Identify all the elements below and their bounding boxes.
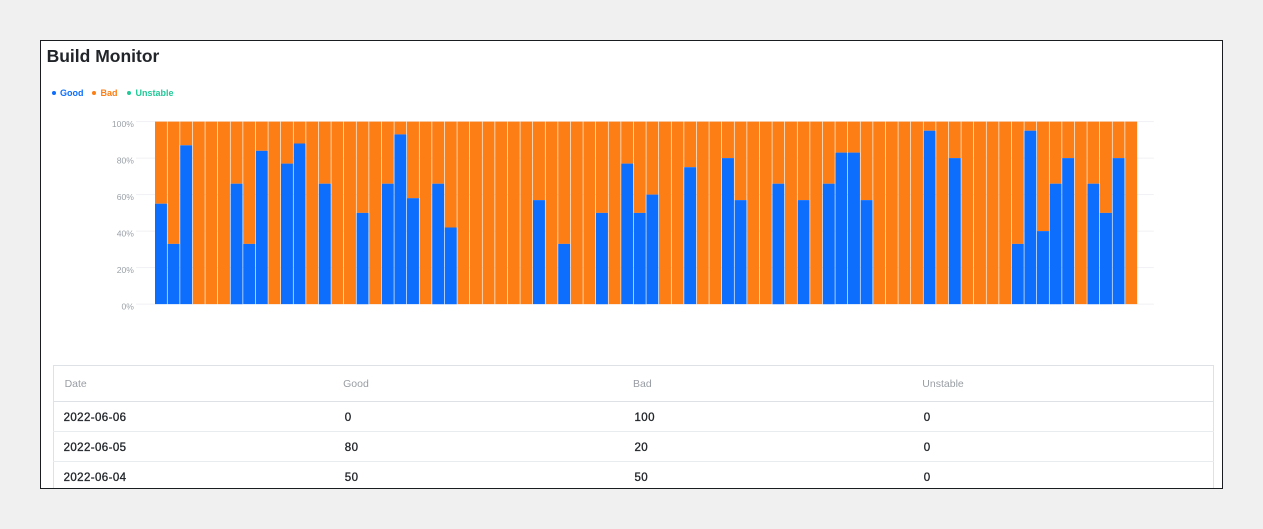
- svg-text:100%: 100%: [112, 119, 134, 129]
- svg-text:0%: 0%: [121, 301, 134, 311]
- svg-text:80%: 80%: [117, 155, 135, 165]
- svg-text:40%: 40%: [117, 228, 135, 238]
- svg-text:60%: 60%: [117, 192, 135, 202]
- svg-text:20%: 20%: [117, 265, 135, 275]
